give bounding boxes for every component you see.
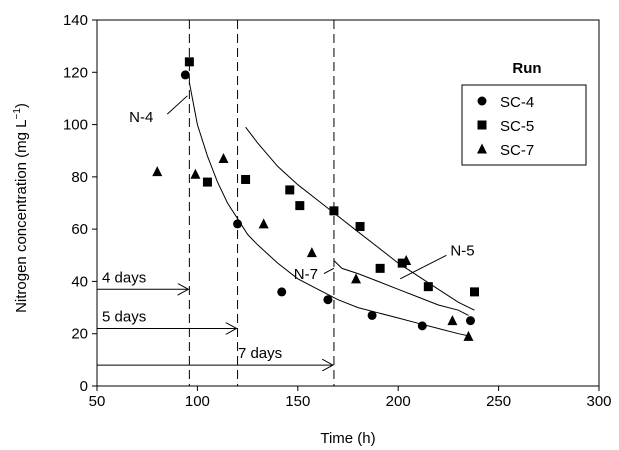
data-point-sc-5 — [241, 174, 251, 184]
legend-title: Run — [512, 60, 541, 77]
data-point-sc-7 — [351, 273, 362, 284]
data-point-sc-4 — [417, 321, 427, 331]
leader-line-n-4 — [166, 95, 188, 115]
data-point-sc-4 — [180, 70, 190, 80]
data-point-sc-5 — [295, 201, 305, 211]
legend-marker-sc-7 — [477, 143, 487, 154]
data-point-sc-5 — [184, 57, 194, 67]
curve-label-n-7: N-7 — [294, 266, 318, 283]
data-point-sc-7 — [463, 330, 474, 341]
data-point-sc-4 — [233, 219, 243, 229]
data-point-sc-5 — [375, 263, 385, 273]
fitted-curve-n-5 — [245, 126, 475, 311]
data-point-sc-7 — [401, 255, 412, 266]
y-tick-label: 40 — [71, 273, 88, 290]
data-point-sc-5 — [355, 222, 365, 232]
y-axis-label: Nitrogen concentration (mg L−1) — [12, 103, 30, 313]
data-point-sc-4 — [323, 295, 333, 305]
legend-marker-sc-4 — [477, 96, 487, 106]
x-tick-label: 250 — [486, 393, 511, 410]
data-point-sc-7 — [306, 247, 317, 258]
arrow-label-4-days: 4 days — [102, 269, 146, 286]
x-tick-label: 50 — [89, 393, 106, 410]
y-tick-label: 140 — [63, 12, 88, 29]
y-tick-label: 120 — [63, 64, 88, 81]
data-point-sc-7 — [218, 153, 229, 164]
y-tick-label: 0 — [80, 378, 88, 395]
data-point-sc-4 — [277, 287, 287, 297]
leader-line-n-7 — [323, 267, 335, 275]
legend-label-sc-4: SC-4 — [500, 94, 534, 111]
legend-label-sc-7: SC-7 — [500, 142, 534, 159]
fitted-curve-n-4 — [188, 82, 471, 337]
arrow-label-5-days: 5 days — [102, 308, 146, 325]
x-tick-label: 200 — [386, 393, 411, 410]
curve-label-n-4: N-4 — [129, 109, 153, 126]
data-point-sc-5 — [423, 282, 433, 292]
y-tick-label: 100 — [63, 117, 88, 134]
data-point-sc-5 — [470, 287, 480, 297]
x-tick-label: 100 — [185, 393, 210, 410]
data-point-sc-5 — [285, 185, 295, 195]
data-point-sc-7 — [152, 166, 163, 177]
y-tick-label: 20 — [71, 326, 88, 343]
plot-frame — [96, 19, 600, 387]
data-point-sc-5 — [202, 177, 212, 187]
data-point-sc-7 — [258, 218, 269, 229]
data-point-sc-7 — [190, 168, 201, 179]
curve-label-n-5: N-5 — [450, 242, 474, 259]
data-point-sc-7 — [447, 315, 458, 326]
fitted-curve-n-7 — [333, 260, 469, 316]
x-axis-label: Time (h) — [320, 430, 375, 447]
x-tick-label: 300 — [586, 393, 611, 410]
legend-label-sc-5: SC-5 — [500, 118, 534, 135]
data-point-sc-4 — [465, 316, 475, 326]
y-tick-label: 80 — [71, 169, 88, 186]
y-tick-label: 60 — [71, 221, 88, 238]
x-tick-label: 150 — [285, 393, 310, 410]
arrow-label-7-days: 7 days — [238, 345, 282, 362]
data-point-sc-5 — [329, 206, 339, 216]
data-point-sc-4 — [367, 310, 377, 320]
legend-marker-sc-5 — [477, 120, 487, 130]
leader-line-n-5 — [399, 254, 447, 280]
plot-area: 50 100 150 200 250 300 0 20 40 60 80 100 120 140 4 day… — [63, 12, 612, 410]
